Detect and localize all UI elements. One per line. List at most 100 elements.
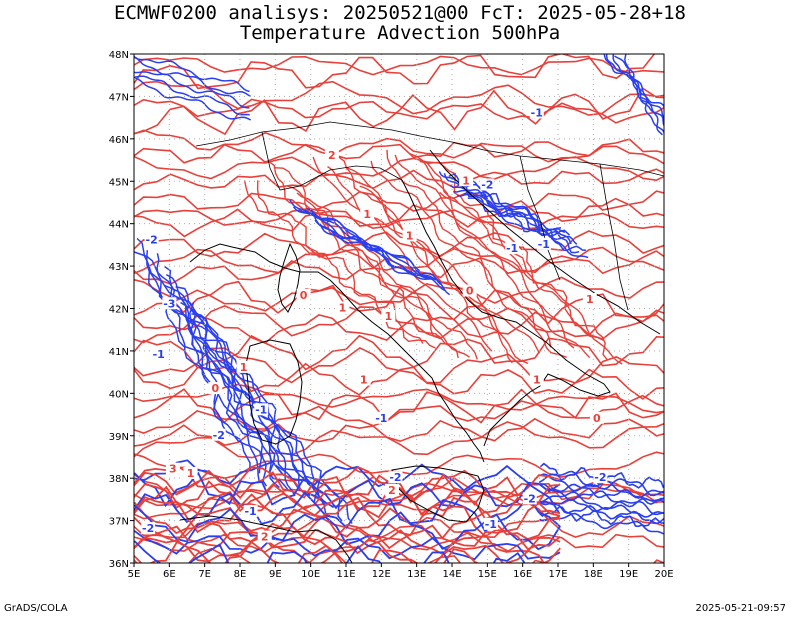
advection-contour-line [457,193,580,254]
latitude-tick-labels: 36N 37N 38N 39N 40N 41N 42N 43N 44N 45N 46N 47N 48N [109,50,134,570]
longitude-tick-labels: 5E 6E 7E 8E 9E 10E 11E 12E 13E 14E 15E 16E 17E 18E 19E… [128,563,674,580]
contour-label: -1 [538,238,550,251]
contour-label-bg [522,492,537,505]
advection-contour-line [453,189,578,245]
advection-contour-line [539,498,664,518]
contour-label-bg [335,301,350,314]
contour-label: -2 [146,234,158,247]
advection-contour-line [134,515,664,542]
advection-contour-line [134,540,526,563]
advection-contour-line [296,192,478,360]
advection-contour-line [194,320,353,524]
advection-contour-line [409,153,591,359]
contour-label-bg [254,403,269,416]
chart-subtitle: Temperature Advection 500hPa [239,22,561,44]
coastline-liguria [189,243,233,263]
advection-contour-line [134,276,664,316]
lat-tick-label: 39N [109,432,129,443]
advection-contour-line [287,185,470,358]
advection-contour-line [439,191,623,365]
advection-contour-line [134,86,664,136]
chart-title: ECMWF0200 analisys: 20250521@00 FcT: 202… [114,2,686,24]
contour-label-bg [296,288,311,301]
advection-contour-line [134,155,664,182]
contour-label: 1 [187,467,195,480]
advection-contour-line [449,184,572,245]
advection-contour-line [134,168,664,191]
advection-contour-line [134,469,561,506]
advection-contour-line [539,512,664,535]
lat-tick-label: 37N [109,517,129,528]
contour-label: -2 [524,492,536,505]
contour-label: -3 [163,297,175,310]
lat-tick-label: 43N [109,262,129,273]
contour-label: -1 [506,242,518,255]
contour-label-bg [505,242,520,255]
advection-contour-line [614,55,663,136]
contour-label-bg [324,148,339,161]
coastline-sardinia [245,339,303,445]
contour-label-bg [165,462,180,475]
coastline-balkans [429,149,661,335]
contour-label-bg [236,360,251,373]
contour-label-bg [388,471,403,484]
advection-contour-line [292,206,425,277]
lon-tick-label: 9E [269,569,282,580]
advection-contour-line [243,180,424,344]
lat-tick-label: 45N [109,177,129,188]
lat-tick-label: 47N [109,92,129,103]
lon-tick-label: 5E [128,569,141,580]
lat-tick-label: 40N [109,389,129,400]
contour-label: 1 [533,374,541,387]
advection-contour-line [134,56,251,98]
contour-label: 1 [406,229,414,242]
advection-contour-line [134,417,664,447]
advection-contour-line [312,156,493,352]
contour-label-bg [356,373,371,386]
lat-tick-label: 44N [109,220,129,231]
lon-tick-label: 7E [198,569,211,580]
contour-label: -2 [389,471,401,484]
advection-contour-line [467,197,589,259]
coastlines [179,121,664,563]
advection-contour-line [134,362,664,400]
advection-contour-line [298,209,430,280]
contour-label-bg [360,208,375,221]
contour-label: 1 [360,374,368,387]
lon-tick-label: 12E [372,569,391,580]
lat-tick-label: 46N [109,135,129,146]
coastline-tunisia [179,515,353,563]
advection-contour-line [134,230,664,258]
advection-contour-line [134,75,250,116]
advection-contour-line [136,237,251,471]
lon-tick-label: 8E [234,569,247,580]
advection-contour-line [134,55,664,76]
contour-label: -1 [531,106,543,119]
advection-contour-line [540,483,664,508]
contour-label-bg [151,348,166,361]
contour-label: 2 [261,531,269,544]
lon-tick-label: 18E [584,569,603,580]
contour-label: 2 [328,149,336,162]
advection-contour-line [134,525,561,556]
contour-label-bg [243,505,258,518]
contour-label: -2 [142,522,154,535]
contour-label: 0 [466,285,474,298]
advection-contour-line [319,223,451,296]
lat-tick-label: 36N [109,559,129,570]
advection-contour-line [175,286,318,503]
advection-contour-line [134,493,561,538]
contour-label: 1 [385,310,393,323]
advection-contour-line [134,129,664,165]
contour-label-bg [536,237,551,250]
advection-contour-line [134,487,664,520]
advection-contour-line [134,80,664,116]
coastline-corsica [277,242,301,313]
footer-software-credit: GrADS/COLA [4,603,68,614]
lon-tick-label: 11E [336,569,355,580]
advection-contour-line [134,71,250,109]
contour-label-bg [208,382,223,395]
advection-contour-line [268,161,441,338]
advection-contour-line [191,313,343,522]
contour-label-bg [593,471,608,484]
